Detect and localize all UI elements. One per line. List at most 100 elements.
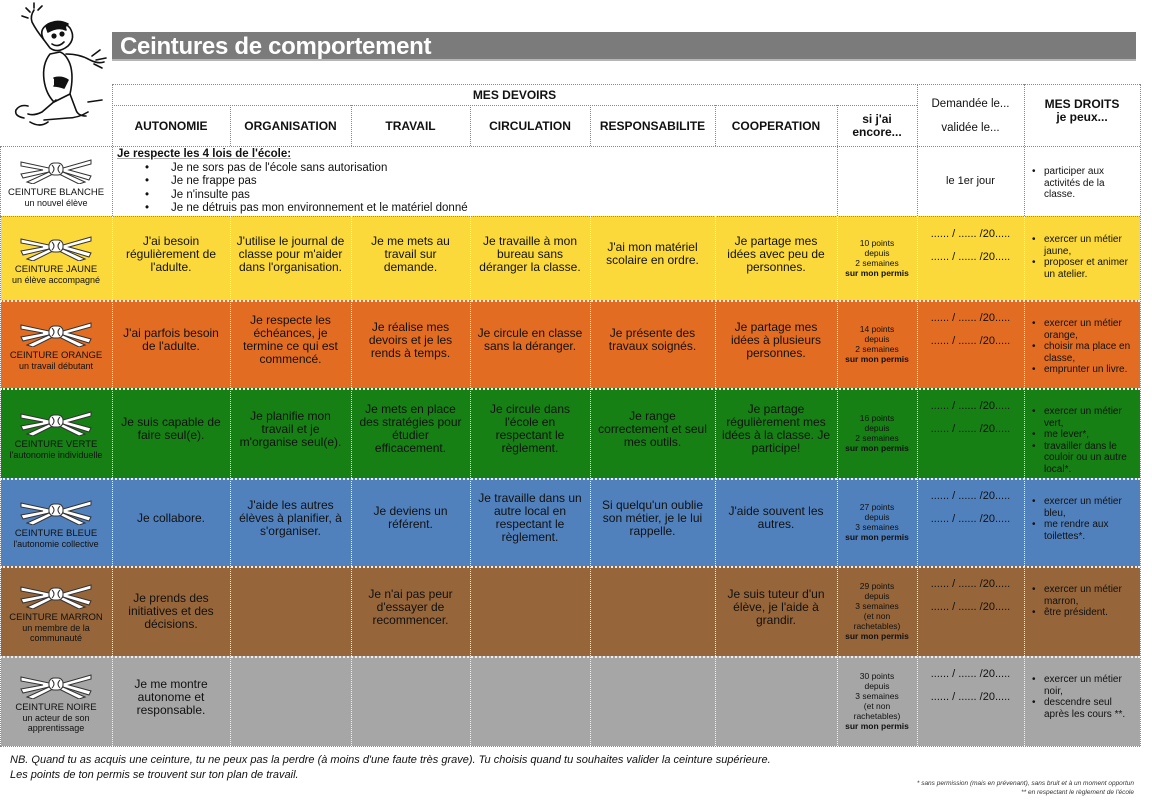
date-validated-field[interactable]: ...... / ...... /20..... [930, 423, 1011, 435]
date-requested-field[interactable]: ...... / ...... /20..... [930, 668, 1011, 680]
duty-organisation [230, 566, 351, 656]
duty-autonomie: J'ai besoin régulièrement de l'adulte. [125, 233, 217, 274]
column-header-cooperation: COOPERATION [715, 106, 837, 146]
nb-note: NB. Quand tu as acquis une ceinture, tu … [10, 753, 830, 783]
date-fields[interactable]: ...... / ...... /20..... ...... / ...... … [917, 656, 1024, 746]
right-item: exercer un métier orange, [1032, 318, 1136, 341]
duty-circulation: Je circule en classe sans la déranger. [477, 326, 583, 353]
duty-responsabilite: Je range correctement et seul mes outils… [598, 408, 707, 449]
belt-knot-icon [20, 411, 92, 436]
right-item: exercer un métier bleu, [1032, 496, 1136, 519]
duty-organisation: Je planifie mon travail et je m'organise… [239, 408, 342, 449]
school-rules: Je respecte les 4 lois de l'école: Je ne… [117, 148, 837, 216]
belt-row-orange: CEINTURE ORANGE un travail débutant J'ai… [1, 300, 1140, 388]
right-item: proposer et animer un atelier. [1032, 257, 1136, 280]
duty-travail: Je réalise mes devoirs et je les rends à… [368, 319, 453, 360]
karate-kid-illustration [14, 2, 107, 126]
points-line: (et non [863, 611, 891, 621]
points-required: 10 points depuis 2 semaines sur mon permis [837, 216, 917, 300]
date-requested-field[interactable]: ...... / ...... /20..... [930, 578, 1011, 590]
date-requested-field[interactable]: ...... / ...... /20..... [930, 228, 1011, 240]
belt-name: CEINTURE BLANCHE [7, 187, 105, 198]
duty-cooperation: Je partage mes idées avec peu de personn… [727, 233, 825, 274]
points-line: rachetables) [853, 621, 901, 631]
belt-knot-icon [20, 584, 92, 609]
points-line: 27 points [859, 502, 895, 512]
right-item: choisir ma place en classe, [1032, 341, 1136, 364]
grid-line [351, 105, 352, 146]
grid-line [590, 105, 591, 146]
grid-line [230, 105, 231, 146]
rights-list: exercer un métier jaune,proposer et anim… [1024, 216, 1140, 300]
grid-line [112, 84, 1140, 85]
duty-organisation: J'utilise le journal de classe pour m'ai… [236, 233, 345, 274]
date-validated-field[interactable]: ...... / ...... /20..... [930, 513, 1011, 525]
points-line: depuis [864, 423, 890, 433]
belt-row-noire: CEINTURE NOIRE un acteur de son apprenti… [1, 656, 1140, 746]
belt-row-bleue: CEINTURE BLEUE l'autonomie collective Je… [1, 478, 1140, 566]
belt-blanche: CEINTURE BLANCHE un nouvel élève [1, 146, 111, 216]
footnote-1: * sans permission (mais en prévenant), s… [916, 780, 1134, 787]
grid-line [1024, 216, 1025, 746]
belt-name: CEINTURE VERTE [14, 439, 98, 450]
belt-row-jaune: CEINTURE JAUNE un élève accompagné J'ai … [1, 216, 1140, 300]
grid-line [351, 216, 352, 746]
date-requested-field[interactable]: ...... / ...... /20..... [930, 400, 1011, 412]
grid-line [0, 300, 1140, 302]
footnotes: * sans permission (mais en prévenant), s… [917, 779, 1134, 797]
duty-travail: Je deviens un référent. [373, 504, 448, 531]
points-line: 3 semaines [855, 601, 899, 611]
duty-travail [351, 656, 470, 746]
grid-line [0, 146, 1140, 147]
belt-noire: CEINTURE NOIRE un acteur de son apprenti… [1, 656, 111, 746]
column-header-responsabilite: RESPONSABILITE [590, 106, 715, 146]
belt-verte: CEINTURE VERTE l'autonomie individuelle [1, 388, 111, 478]
points-line: rachetables) [853, 711, 901, 721]
belt-subtitle: un nouvel élève [24, 198, 88, 208]
column-header-travail: TRAVAIL [351, 106, 470, 146]
duty-cooperation: Je partage mes idées à plusieurs personn… [730, 319, 822, 360]
belt-subtitle: un travail débutant [18, 361, 94, 371]
duty-cooperation [715, 656, 837, 746]
grid-line [0, 388, 1140, 390]
page-title: Ceintures de comportement [120, 33, 432, 60]
mes-devoirs-label: MES DEVOIRS [472, 87, 557, 102]
belt-name: CEINTURE ORANGE [9, 350, 103, 361]
rule-item: Je ne détruis pas mon environnement et l… [145, 202, 837, 216]
date-requested-field[interactable]: ...... / ...... /20..... [930, 312, 1011, 324]
belt-name: CEINTURE NOIRE [15, 702, 97, 713]
date-validated-field[interactable]: ...... / ...... /20..... [930, 335, 1011, 347]
points-line: depuis [864, 248, 890, 258]
date-fields[interactable]: ...... / ...... /20..... ...... / ...... … [917, 216, 1024, 300]
rights-list: exercer un métier orange,choisir ma plac… [1024, 300, 1140, 388]
date-requested-field[interactable]: ...... / ...... /20..... [930, 490, 1011, 502]
points-required: 29 points depuis 3 semaines (et non rachetab… [837, 566, 917, 656]
rights-list: exercer un métier marron,être président. [1024, 566, 1140, 656]
mes-droits-label: MES DROITS [1044, 97, 1120, 111]
date-fields[interactable]: ...... / ...... /20..... ...... / ...... … [917, 300, 1024, 388]
grid-line [0, 478, 1140, 480]
date-validated-field[interactable]: ...... / ...... /20..... [930, 691, 1011, 703]
duty-cooperation: Je partage régulièrement mes idées à la … [721, 402, 831, 455]
points-line: 2 semaines [855, 433, 899, 443]
belt-jaune: CEINTURE JAUNE un élève accompagné [1, 216, 111, 300]
duty-responsabilite: J'ai mon matériel scolaire en ordre. [606, 240, 699, 267]
right-item: exercer un métier marron, [1032, 584, 1136, 607]
date-fields[interactable]: ...... / ...... /20..... ...... / ...... … [917, 566, 1024, 656]
date-fields[interactable]: ...... / ...... /20..... ...... / ...... … [917, 478, 1024, 566]
date-validated-field[interactable]: ...... / ...... /20..... [930, 251, 1011, 263]
points-line: 30 points [859, 671, 895, 681]
grid-line [0, 566, 1140, 568]
column-label: COOPERATION [731, 118, 821, 133]
right-item: me lever*, [1032, 429, 1136, 441]
duty-organisation: J'aide les autres élèves à planifier, à … [239, 497, 342, 538]
column-header-dates: Demandée le... validée le... [917, 86, 1024, 146]
belt-knot-icon [20, 322, 92, 347]
date-validated-field[interactable]: ...... / ...... /20..... [930, 601, 1011, 613]
column-header-organisation: ORGANISATION [230, 106, 351, 146]
grid-line [112, 105, 917, 106]
points-suffix: sur mon permis [845, 631, 909, 641]
date-fields[interactable]: ...... / ...... /20..... ...... / ...... … [917, 388, 1024, 478]
duty-organisation [230, 656, 351, 746]
first-day-label: le 1er jour [946, 174, 995, 187]
